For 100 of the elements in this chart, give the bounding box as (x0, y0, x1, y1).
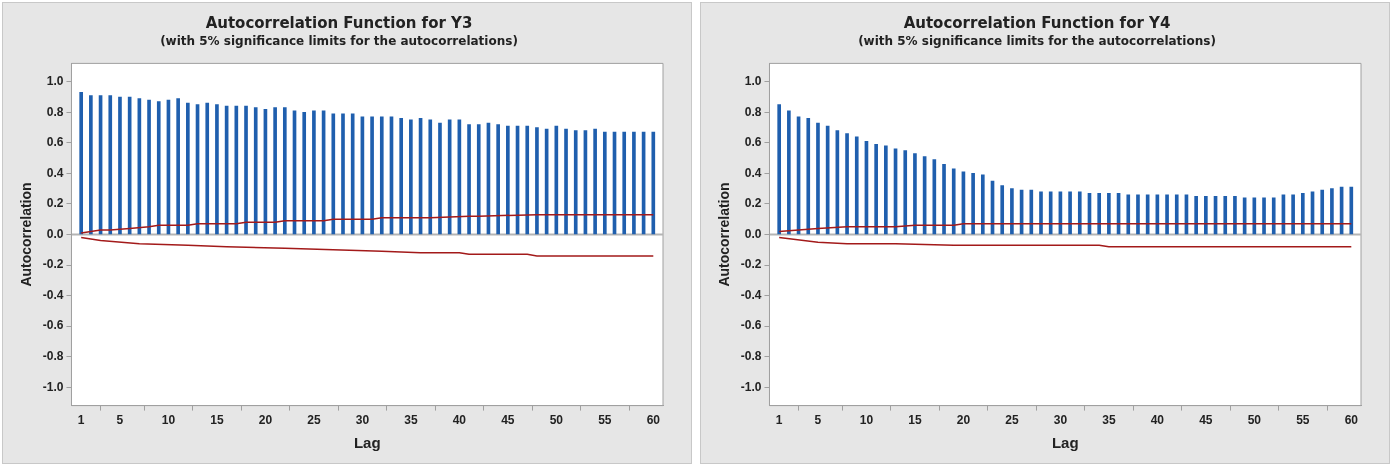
chart-title: Autocorrelation Function for Y4 (903, 13, 1171, 32)
bar (506, 125, 510, 235)
x-tick-label: 55 (1296, 413, 1310, 428)
x-tick-label: 25 (1005, 413, 1019, 428)
bar (1077, 191, 1082, 235)
bar (1048, 191, 1053, 235)
y-tick-label: 0.4 (744, 165, 762, 180)
bar (942, 163, 946, 235)
bar (903, 150, 908, 235)
x-tick-label: 20 (956, 413, 971, 428)
bar (932, 159, 937, 235)
bar (535, 127, 539, 235)
x-axis-title: Lag (1051, 434, 1079, 452)
bar (496, 124, 500, 235)
bar (156, 101, 161, 235)
x-tick-label: 1 (775, 413, 783, 428)
bar (980, 174, 985, 235)
y-tick-label: -0.2 (42, 257, 64, 272)
y-tick-label: 0.6 (46, 135, 64, 150)
x-tick-label: 30 (355, 413, 370, 428)
bar (282, 107, 287, 235)
bar (438, 122, 442, 235)
bar (1271, 197, 1276, 235)
x-tick-label: 10 (161, 413, 176, 428)
bar (108, 95, 113, 235)
y-tick-label: 0.8 (46, 104, 64, 119)
bar (1174, 194, 1179, 235)
bar (1330, 188, 1334, 235)
y-tick-label: -0.4 (42, 287, 64, 302)
y-tick-label: -0.4 (740, 287, 762, 302)
bar (79, 92, 84, 235)
y-tick-label: 0.6 (744, 135, 762, 150)
bar (1194, 195, 1198, 235)
bar (205, 102, 210, 235)
chart-title: Autocorrelation Function for Y3 (205, 13, 473, 32)
x-tick-label: 5 (116, 413, 124, 428)
y-tick-label: 0.8 (744, 104, 762, 119)
bar (1320, 189, 1325, 235)
bar (1136, 194, 1140, 235)
bar (806, 118, 811, 235)
x-tick-label: 40 (1150, 413, 1165, 428)
bar (1029, 189, 1034, 235)
bar (1233, 195, 1237, 235)
bar (118, 96, 122, 235)
bar (215, 104, 219, 235)
bar (854, 136, 859, 235)
x-tick-label: 50 (549, 413, 564, 428)
x-tick-label: 60 (646, 413, 661, 428)
y-tick-label: -1.0 (740, 379, 762, 394)
bar (884, 145, 888, 235)
bar (787, 110, 791, 235)
y-tick-label: -0.6 (740, 318, 762, 333)
y-tick-label: -0.8 (740, 349, 762, 364)
bar (341, 113, 345, 235)
bar (476, 124, 481, 235)
bar (874, 144, 878, 235)
x-tick-label: 20 (258, 413, 273, 428)
bar (244, 105, 248, 235)
y-tick-label: 0.2 (744, 196, 762, 211)
bar (1039, 191, 1043, 235)
x-tick-label: 15 (210, 413, 224, 428)
bar (632, 131, 636, 235)
x-tick-label: 60 (1344, 413, 1359, 428)
bar (1126, 194, 1131, 235)
bar (913, 153, 917, 235)
bar (1107, 192, 1111, 235)
x-tick-label: 15 (908, 413, 922, 428)
x-tick-label: 45 (501, 413, 515, 428)
bar (1262, 197, 1266, 235)
y-tick-label: 1.0 (744, 74, 762, 89)
bar (1000, 185, 1005, 235)
bar (302, 111, 307, 235)
bar (1165, 194, 1169, 235)
x-tick-label: 10 (859, 413, 874, 428)
bar (428, 119, 433, 235)
bar (379, 116, 384, 235)
bar (1223, 195, 1228, 235)
y-tick-label: -0.8 (42, 349, 64, 364)
y-tick-label: 0.0 (46, 226, 64, 241)
x-tick-label: 30 (1053, 413, 1068, 428)
y-tick-label: 1.0 (46, 74, 64, 89)
bar (816, 122, 820, 235)
chart-subtitle: (with 5% significance limits for the autocorrelations) (858, 34, 1216, 49)
x-tick-label: 50 (1247, 413, 1262, 428)
bar (845, 133, 849, 235)
bar (331, 113, 336, 235)
bar (186, 102, 190, 235)
bar (89, 95, 93, 235)
bar (253, 107, 258, 235)
x-tick-label: 35 (1102, 413, 1116, 428)
bar (1349, 186, 1354, 235)
bar (1010, 188, 1014, 235)
bar (312, 110, 316, 235)
bar (273, 107, 277, 235)
bar (467, 124, 471, 235)
x-tick-label: 40 (452, 413, 467, 428)
bar (350, 113, 355, 235)
x-tick-label: 5 (814, 413, 822, 428)
bar (147, 99, 151, 235)
bar (234, 105, 239, 235)
